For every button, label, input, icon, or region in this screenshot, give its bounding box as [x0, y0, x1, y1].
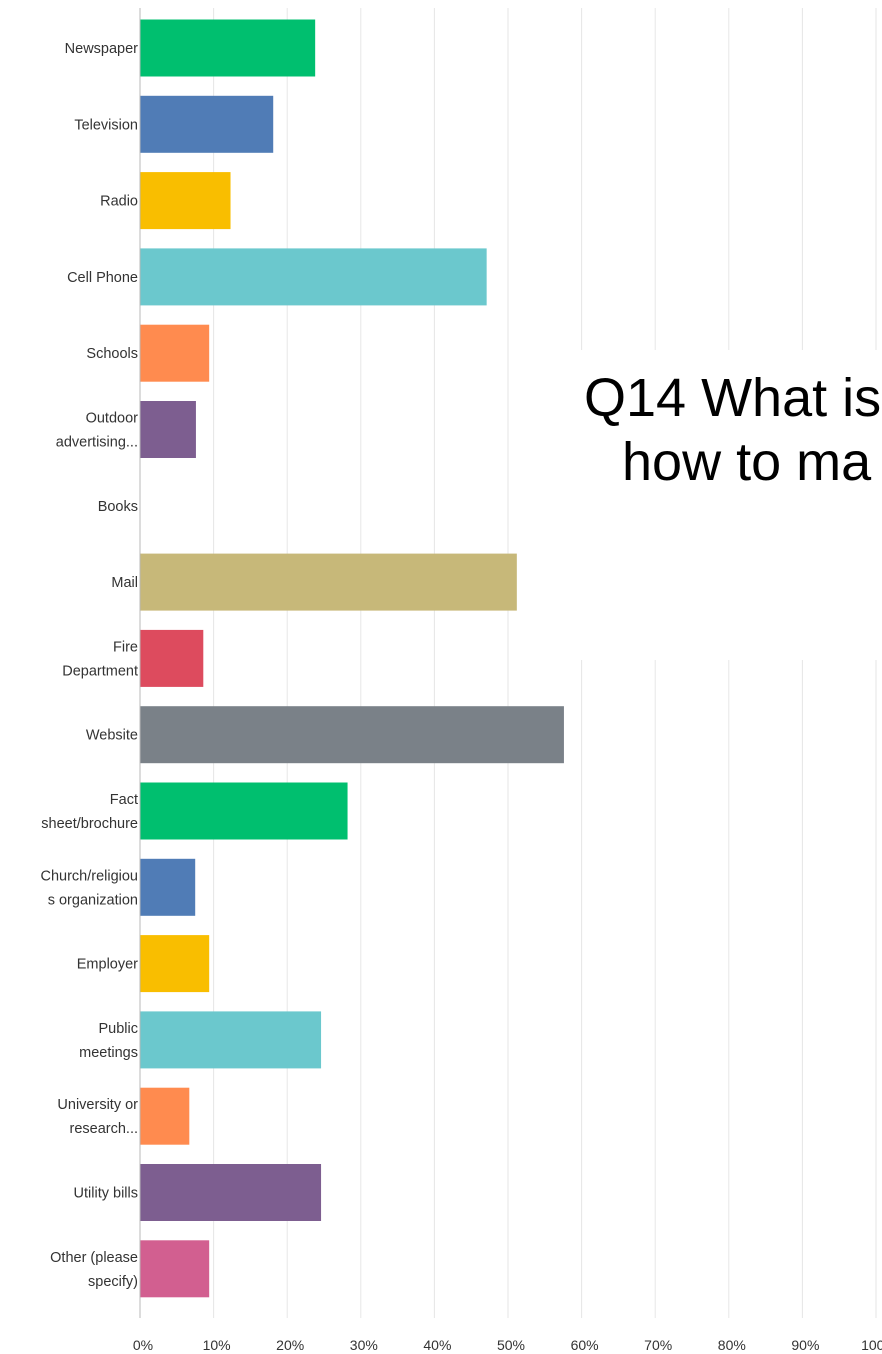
- bar: [140, 324, 210, 382]
- bar: [140, 1087, 190, 1145]
- bar: [140, 1164, 322, 1221]
- x-tick-label: 90%: [791, 1337, 819, 1353]
- category-label: Newspaper: [65, 41, 139, 57]
- category-label: Public: [99, 1021, 139, 1037]
- category-label: Employer: [77, 957, 138, 973]
- bar: [140, 706, 564, 764]
- x-tick-label: 100%: [861, 1337, 882, 1353]
- chart-title-line: Q14 What is: [584, 368, 881, 428]
- bar: [140, 95, 274, 153]
- bars: [140, 19, 564, 1298]
- x-tick-label: 20%: [276, 1337, 304, 1353]
- x-tick-label: 70%: [644, 1337, 672, 1353]
- category-label: Radio: [100, 194, 138, 210]
- x-tick-label: 0%: [133, 1337, 153, 1353]
- x-tick-label: 60%: [571, 1337, 599, 1353]
- bar: [140, 401, 196, 458]
- bar: [140, 1240, 210, 1298]
- bar: [140, 1011, 322, 1069]
- bar: [140, 172, 231, 230]
- category-label: Church/religiou: [40, 868, 138, 884]
- category-label: sheet/brochure: [41, 816, 138, 832]
- category-label: Books: [98, 499, 138, 515]
- category-label: research...: [70, 1121, 139, 1137]
- category-label: specify): [88, 1274, 138, 1290]
- category-label: Schools: [86, 346, 138, 362]
- category-label: Cell Phone: [67, 270, 138, 286]
- bar: [140, 553, 517, 611]
- category-label: Website: [86, 728, 138, 744]
- category-label: s organization: [48, 892, 138, 908]
- x-tick-label: 40%: [423, 1337, 451, 1353]
- bar: [140, 935, 210, 993]
- category-label: Department: [62, 663, 138, 679]
- x-tick-label: 30%: [350, 1337, 378, 1353]
- x-tick-label: 10%: [203, 1337, 231, 1353]
- category-label: University or: [57, 1097, 138, 1113]
- category-labels: Newspaper Television Radio Cell Phone School…: [40, 41, 138, 1290]
- x-tick-label: 80%: [718, 1337, 746, 1353]
- category-label: Fire: [113, 639, 138, 655]
- category-label: Utility bills: [74, 1186, 138, 1202]
- category-label: Outdoor: [86, 411, 139, 427]
- grid-lines: [213, 8, 877, 1318]
- category-label: meetings: [79, 1045, 138, 1061]
- category-label: Other (please: [50, 1250, 138, 1266]
- x-axis-tick-labels: 0% 10% 20% 30% 40% 50% 60% 70% 80% 90% 100%: [133, 1337, 882, 1353]
- bar: [140, 782, 348, 840]
- category-label: Mail: [111, 575, 138, 591]
- category-label: Television: [74, 117, 138, 133]
- bar: [140, 19, 316, 77]
- x-tick-label: 50%: [497, 1337, 525, 1353]
- title-background: [550, 350, 882, 660]
- bar: [140, 629, 204, 687]
- category-label: advertising...: [56, 435, 138, 451]
- chart-title-line: how to ma: [622, 432, 872, 492]
- bar: [140, 858, 196, 916]
- category-label: Fact: [110, 792, 138, 808]
- bar: [140, 248, 487, 306]
